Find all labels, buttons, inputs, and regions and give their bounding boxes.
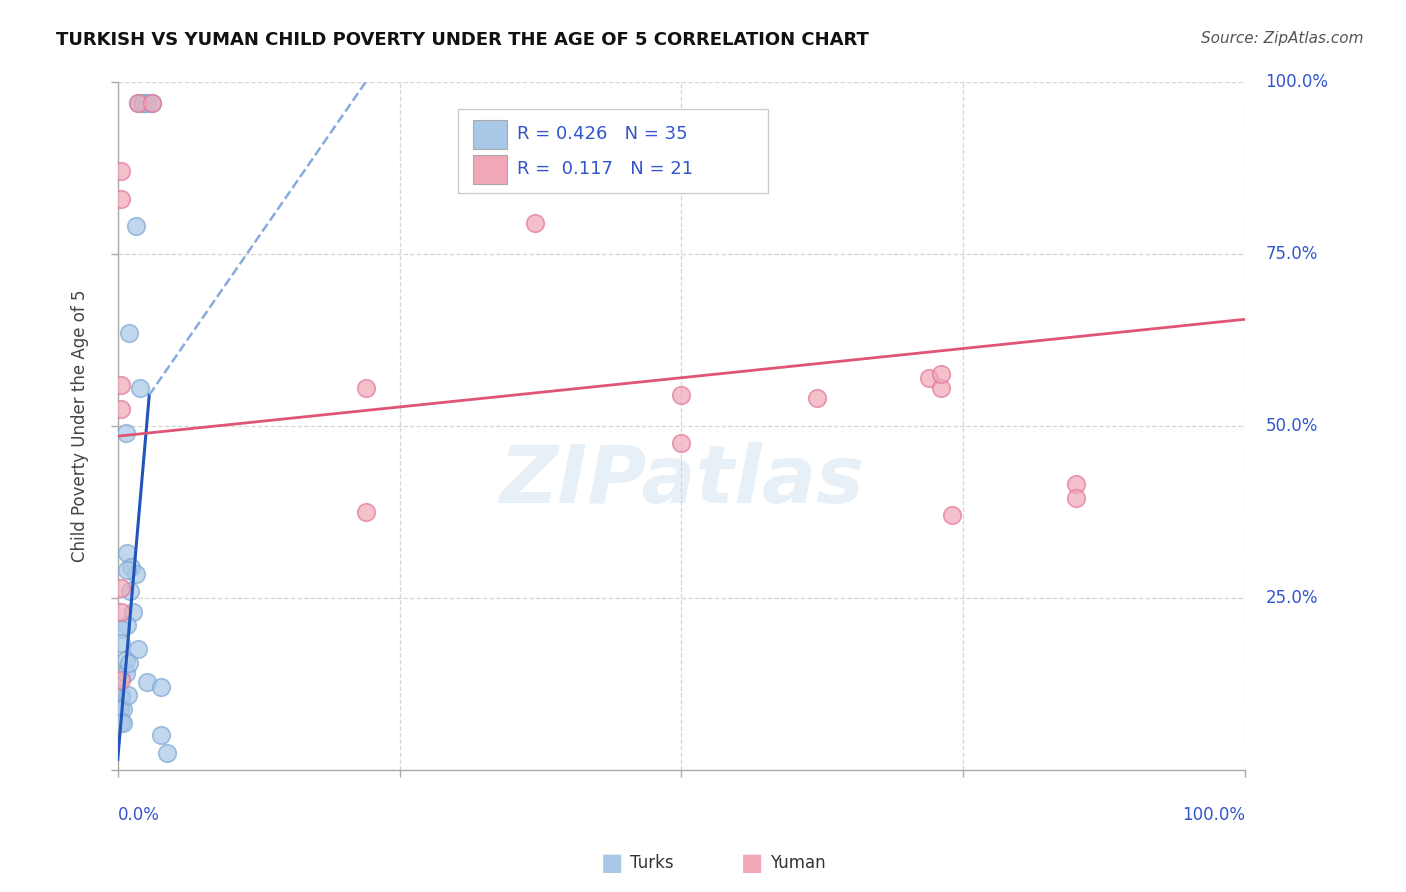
Text: Yuman: Yuman [770,854,827,871]
Text: 75.0%: 75.0% [1265,245,1317,263]
Point [114,666,136,681]
Point [114,425,136,440]
Point [108,701,131,715]
Point [110,605,132,619]
Point [136,674,159,689]
Point [110,690,132,705]
Point [131,95,153,110]
Point [129,381,152,395]
Point [110,689,132,703]
Point [110,401,132,416]
Point [149,728,172,742]
Text: R = 0.426   N = 35: R = 0.426 N = 35 [517,125,688,143]
Point [671,388,693,402]
Text: 0.0%: 0.0% [118,805,160,823]
Point [110,714,132,729]
Point [918,370,941,384]
Text: R =  0.117   N = 21: R = 0.117 N = 21 [517,160,693,178]
Point [1064,491,1087,505]
FancyBboxPatch shape [458,110,768,194]
Point [941,508,963,523]
Point [136,95,159,110]
Point [122,605,145,619]
Point [929,368,952,382]
Point [149,680,172,694]
Point [115,563,138,577]
Point [110,192,132,206]
Point [131,95,153,110]
Point [117,689,139,703]
Point [806,392,828,406]
Point [156,746,179,760]
Point [354,381,377,395]
Point [110,670,132,684]
Point [127,95,149,110]
Point [354,505,377,519]
Point [929,381,952,395]
Point [115,546,138,560]
Text: 100.0%: 100.0% [1182,805,1246,823]
Point [523,216,546,230]
Text: ■: ■ [741,851,763,874]
Point [110,635,132,649]
Point [120,560,142,574]
Text: ZIPatlas: ZIPatlas [499,442,863,520]
Point [110,622,132,636]
Text: ■: ■ [600,851,623,874]
Point [110,377,132,392]
Point [127,642,149,657]
Point [120,583,142,598]
Point [141,95,163,110]
Text: Source: ZipAtlas.com: Source: ZipAtlas.com [1201,31,1364,46]
Point [108,702,131,716]
Text: 25.0%: 25.0% [1265,589,1317,607]
Text: Turks: Turks [630,854,673,871]
Y-axis label: Child Poverty Under the Age of 5: Child Poverty Under the Age of 5 [72,290,89,562]
Point [110,673,132,688]
FancyBboxPatch shape [472,155,506,184]
Point [112,702,135,716]
Point [118,656,141,670]
Point [118,326,141,340]
Point [114,653,136,667]
Point [110,164,132,178]
FancyBboxPatch shape [472,120,506,149]
Text: 50.0%: 50.0% [1265,417,1317,435]
Point [125,219,148,234]
Point [115,618,138,632]
Text: 100.0%: 100.0% [1265,73,1329,91]
Point [141,95,163,110]
Point [671,436,693,450]
Point [127,95,149,110]
Text: TURKISH VS YUMAN CHILD POVERTY UNDER THE AGE OF 5 CORRELATION CHART: TURKISH VS YUMAN CHILD POVERTY UNDER THE… [56,31,869,49]
Point [110,581,132,595]
Point [125,566,148,581]
Point [112,716,135,731]
Point [1064,477,1087,491]
